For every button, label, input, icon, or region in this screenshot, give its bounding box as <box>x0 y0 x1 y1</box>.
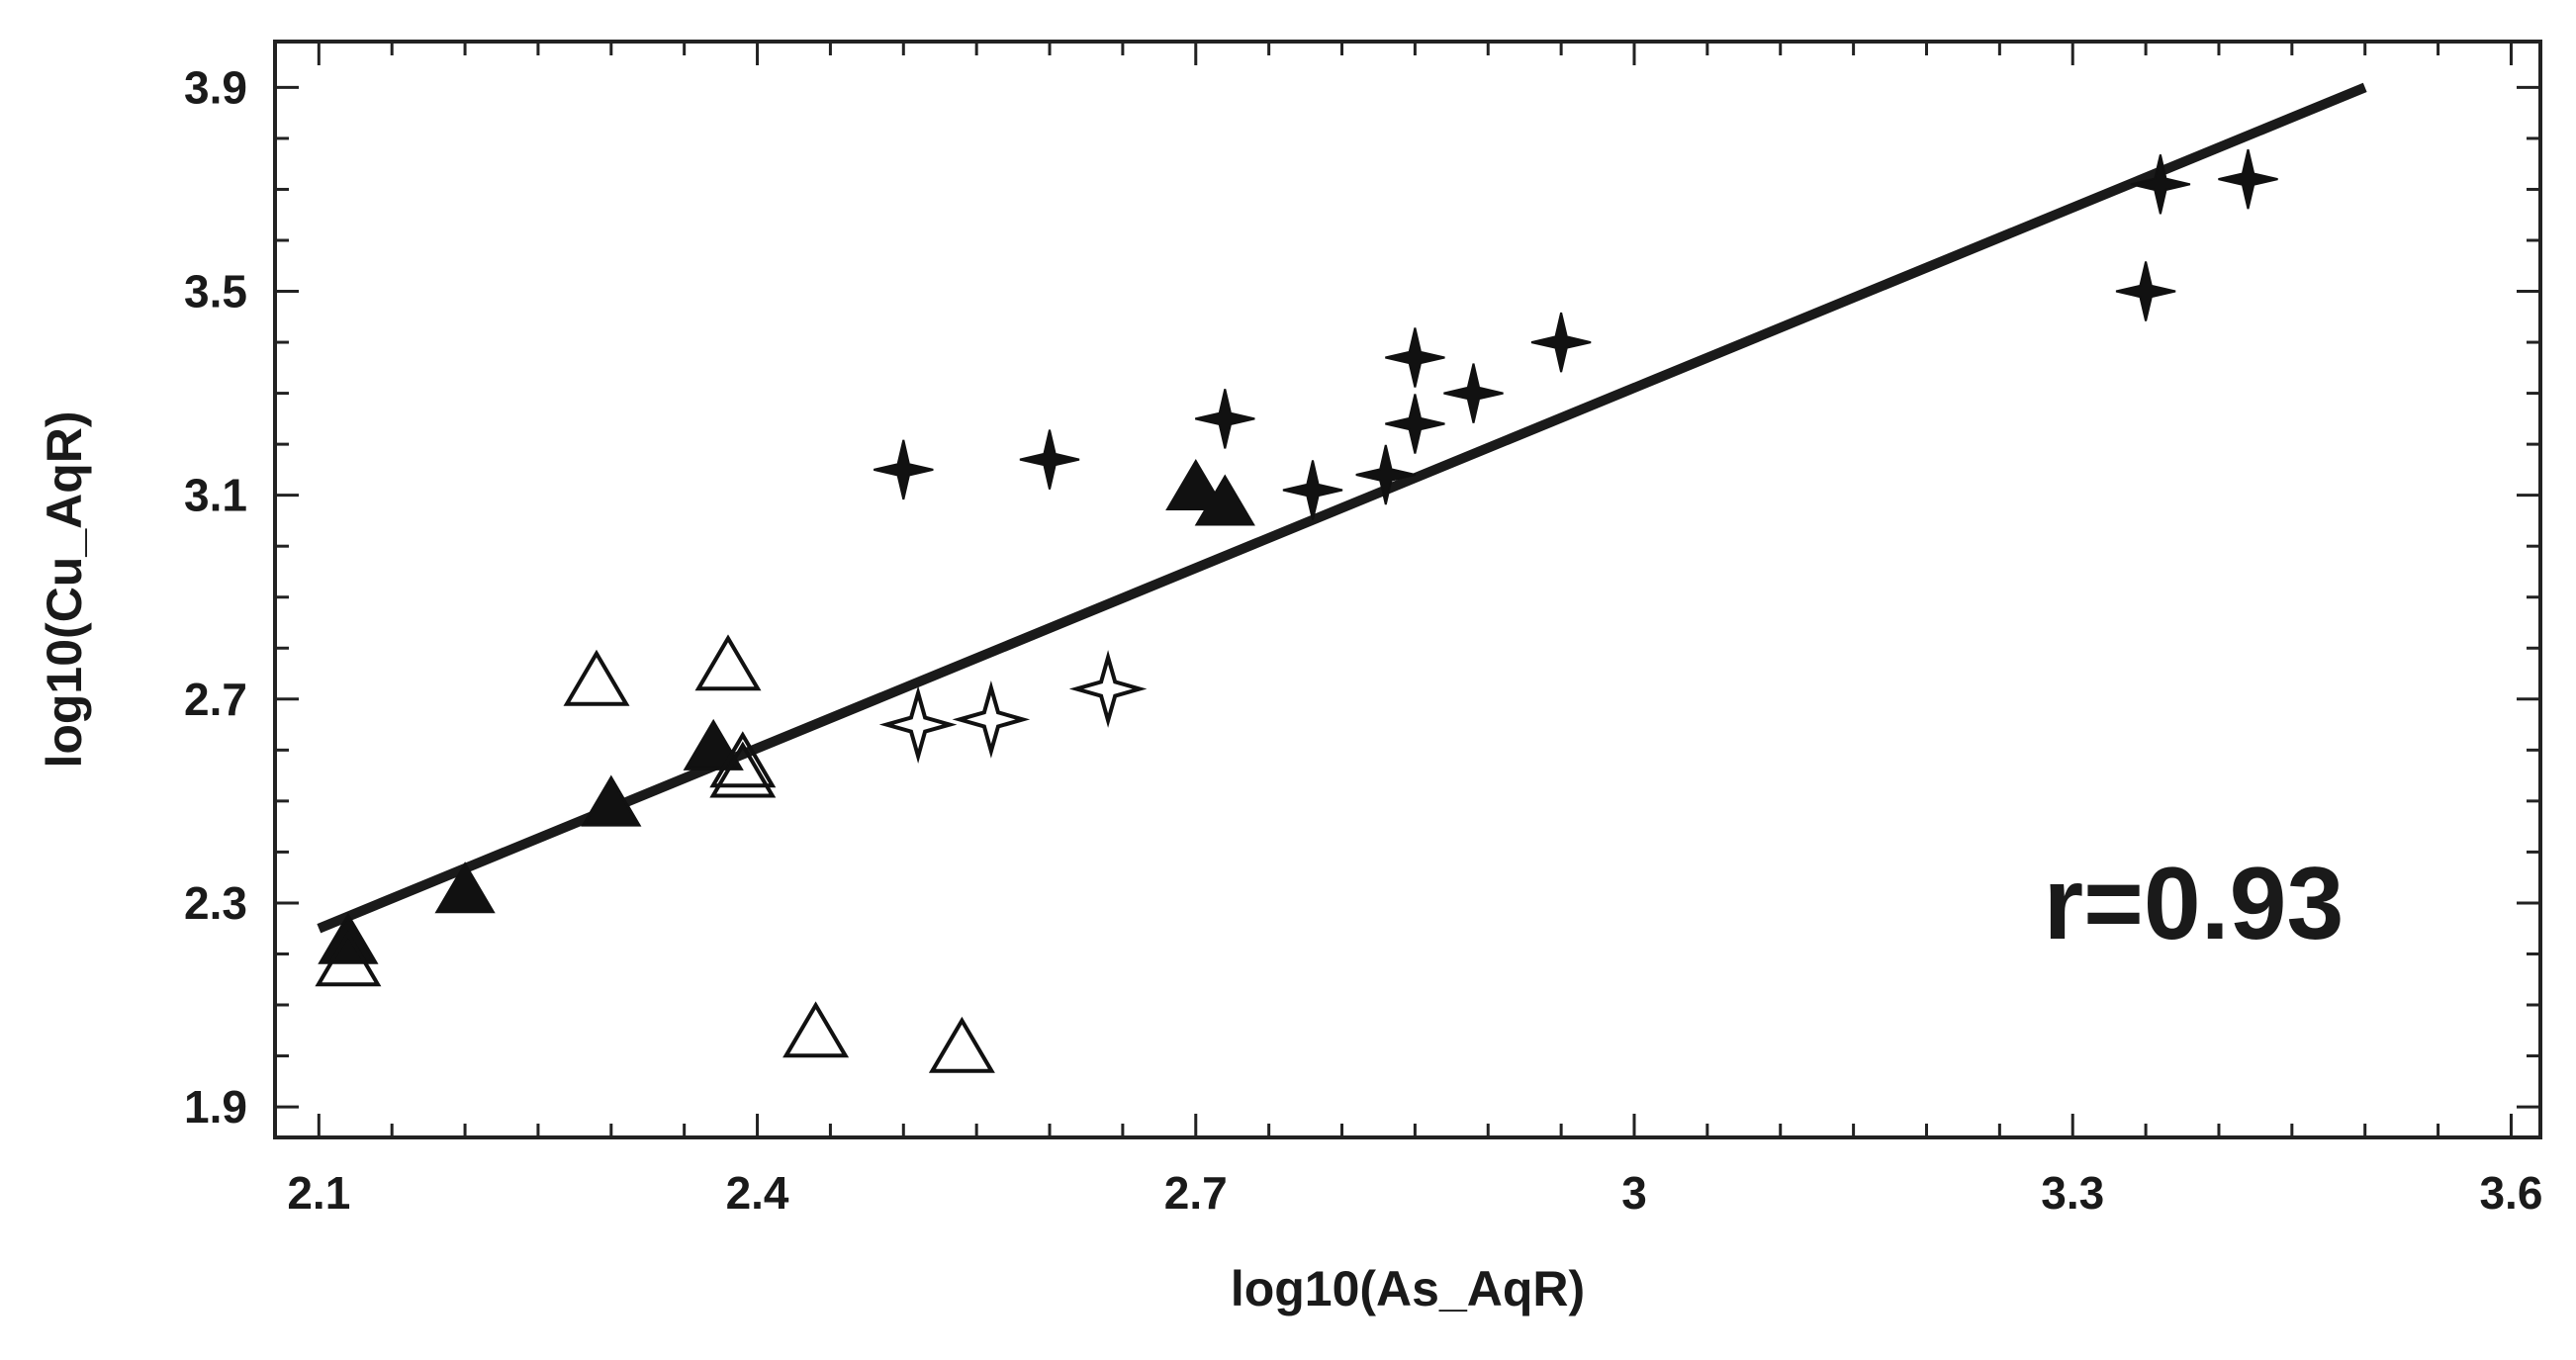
filled-star-point <box>1282 460 1343 520</box>
filled-star-point <box>1195 389 1255 449</box>
open-star-point <box>878 685 958 764</box>
filled-triangle-point <box>1194 474 1255 526</box>
plot-frame <box>273 40 2542 1139</box>
y-tick-label: 3.1 <box>184 470 247 521</box>
x-tick-label: 3.6 <box>2479 1167 2542 1219</box>
filled-star-point <box>1385 394 1445 454</box>
axis-ticks <box>275 42 2540 1137</box>
axis-tick-labels: 2.1 2.4 2.7 3 3.3 3.6 1.9 2.3 2.7 3.1 3.5 3.9 <box>184 61 2542 1219</box>
open-star-point <box>1068 650 1148 728</box>
x-tick-label: 3.3 <box>2041 1167 2104 1219</box>
open-triangle-point <box>709 741 777 798</box>
y-tick-label: 2.3 <box>184 877 247 929</box>
filled-triangle-point <box>318 912 379 964</box>
filled-star-point <box>2115 261 2176 321</box>
x-tick-label: 2.1 <box>287 1167 350 1219</box>
filled-star-point <box>1385 327 1445 388</box>
y-axis-label: log10(Cu_AqR) <box>37 410 92 768</box>
y-tick-label: 3.5 <box>184 266 247 317</box>
filled-star-point <box>2218 148 2278 210</box>
open-triangle-point <box>563 649 630 706</box>
x-axis-label: log10(As_AqR) <box>1231 1261 1585 1316</box>
filled-triangle-point <box>581 774 642 827</box>
open-star-point <box>952 680 1031 759</box>
x-tick-label: 2.4 <box>726 1167 789 1219</box>
y-tick-label: 3.9 <box>184 61 247 113</box>
filled-star-point <box>1019 429 1080 490</box>
regression-line <box>317 82 2367 934</box>
x-tick-label: 2.7 <box>1164 1167 1228 1219</box>
filled-triangle-point <box>683 718 744 771</box>
filled-star-point <box>1355 444 1417 505</box>
open-triangle-point <box>709 731 777 788</box>
open-triangle-point <box>928 1016 995 1073</box>
filled-star-point <box>1530 312 1592 373</box>
open-triangle-point <box>694 634 762 691</box>
correlation-annotation: r=0.93 <box>2044 847 2345 961</box>
open-triangle-point <box>315 930 382 987</box>
filled-star-point <box>1443 363 1504 423</box>
filled-triangle-point <box>1165 458 1227 510</box>
filled-star-point <box>874 439 934 500</box>
x-tick-label: 3 <box>1621 1167 1647 1219</box>
y-tick-label: 1.9 <box>184 1081 247 1133</box>
filled-triangle-point <box>434 861 496 914</box>
data-points <box>315 148 2278 1073</box>
filled-star-point <box>2130 154 2191 215</box>
y-tick-label: 2.7 <box>184 674 247 725</box>
open-triangle-point <box>782 1001 850 1058</box>
